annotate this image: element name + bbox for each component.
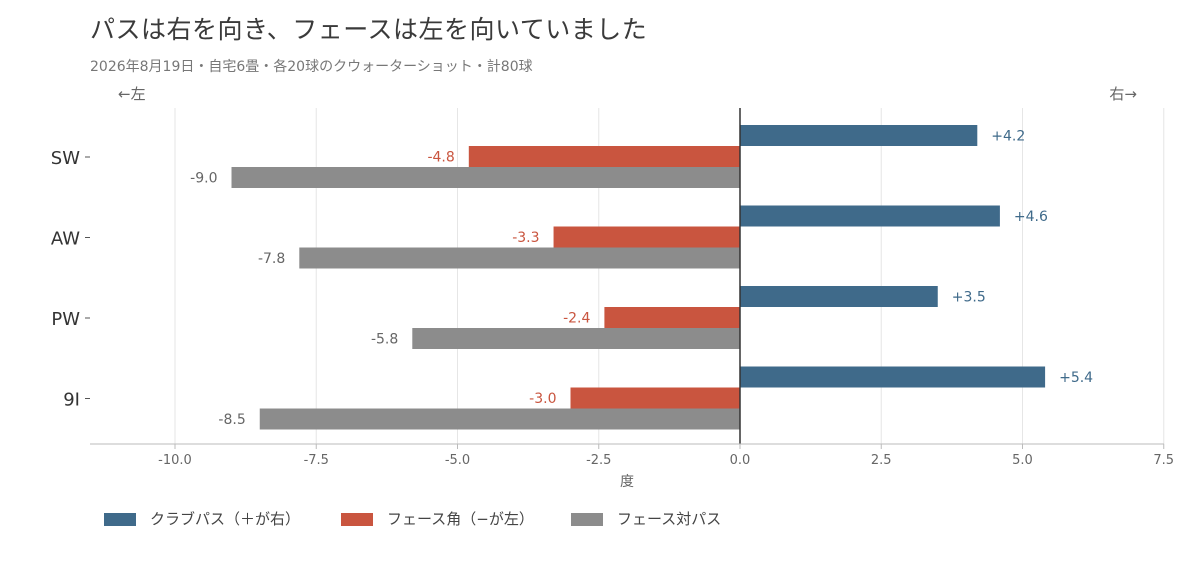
bar-sw-series-3 xyxy=(231,167,740,188)
category-label-pw: PW xyxy=(51,309,80,330)
data-label: +5.4 xyxy=(1059,370,1093,386)
bar-pw-series-3 xyxy=(412,328,740,349)
bar-aw-series-1 xyxy=(740,205,1000,227)
bar-pw-series-2 xyxy=(604,307,740,328)
direction-right-label: 右→ xyxy=(1109,85,1137,103)
chart-title: パスは右を向き、フェースは左を向いていました xyxy=(90,15,648,44)
category-label-9i: 9I xyxy=(63,390,80,411)
direction-left-label: ←左 xyxy=(118,85,146,103)
data-label: -8.5 xyxy=(218,412,245,428)
data-label: -2.4 xyxy=(563,311,590,327)
data-label: +3.5 xyxy=(952,290,986,306)
bar-sw-series-2 xyxy=(468,146,740,167)
chart-subtitle: 2026年8月19日・自宅6畳・各20球のクウォーターショット・計80球 xyxy=(90,59,533,75)
data-label: +4.6 xyxy=(1014,209,1048,225)
x-tick-label: 5.0 xyxy=(1012,453,1033,468)
bar-pw-series-1 xyxy=(740,286,938,307)
legend-label-1: クラブパス（＋が右） xyxy=(150,510,300,528)
data-label: -3.0 xyxy=(529,391,556,407)
legend-swatch-1 xyxy=(104,513,136,526)
data-label: -3.3 xyxy=(512,230,539,246)
data-label: +4.2 xyxy=(991,129,1025,145)
bar-aw-series-2 xyxy=(553,226,740,248)
x-tick-label: 0.0 xyxy=(730,453,751,468)
data-label: -5.8 xyxy=(371,332,398,348)
legend-swatch-3 xyxy=(571,513,603,526)
x-tick-label: 7.5 xyxy=(1153,453,1174,468)
legend-label-3: フェース対パス xyxy=(617,510,721,528)
data-label: -7.8 xyxy=(258,251,285,267)
x-tick-label: -2.5 xyxy=(586,453,611,468)
category-label-sw: SW xyxy=(51,148,80,169)
x-tick-label: -7.5 xyxy=(304,453,329,468)
legend-swatch-2 xyxy=(341,513,373,526)
x-tick-label: -5.0 xyxy=(445,453,470,468)
x-axis-label: 度 xyxy=(620,474,634,490)
x-tick-label: 2.5 xyxy=(871,453,892,468)
bar-9i-series-1 xyxy=(740,366,1046,388)
bar-9i-series-2 xyxy=(570,387,740,409)
bar-sw-series-1 xyxy=(740,125,978,146)
legend-label-2: フェース角（−が左） xyxy=(387,510,534,528)
bar-9i-series-3 xyxy=(259,408,740,430)
data-label: -4.8 xyxy=(427,150,454,166)
bar-aw-series-3 xyxy=(299,247,740,269)
x-tick-label: -10.0 xyxy=(158,453,192,468)
category-label-aw: AW xyxy=(51,229,80,250)
data-label: -9.0 xyxy=(190,171,217,187)
